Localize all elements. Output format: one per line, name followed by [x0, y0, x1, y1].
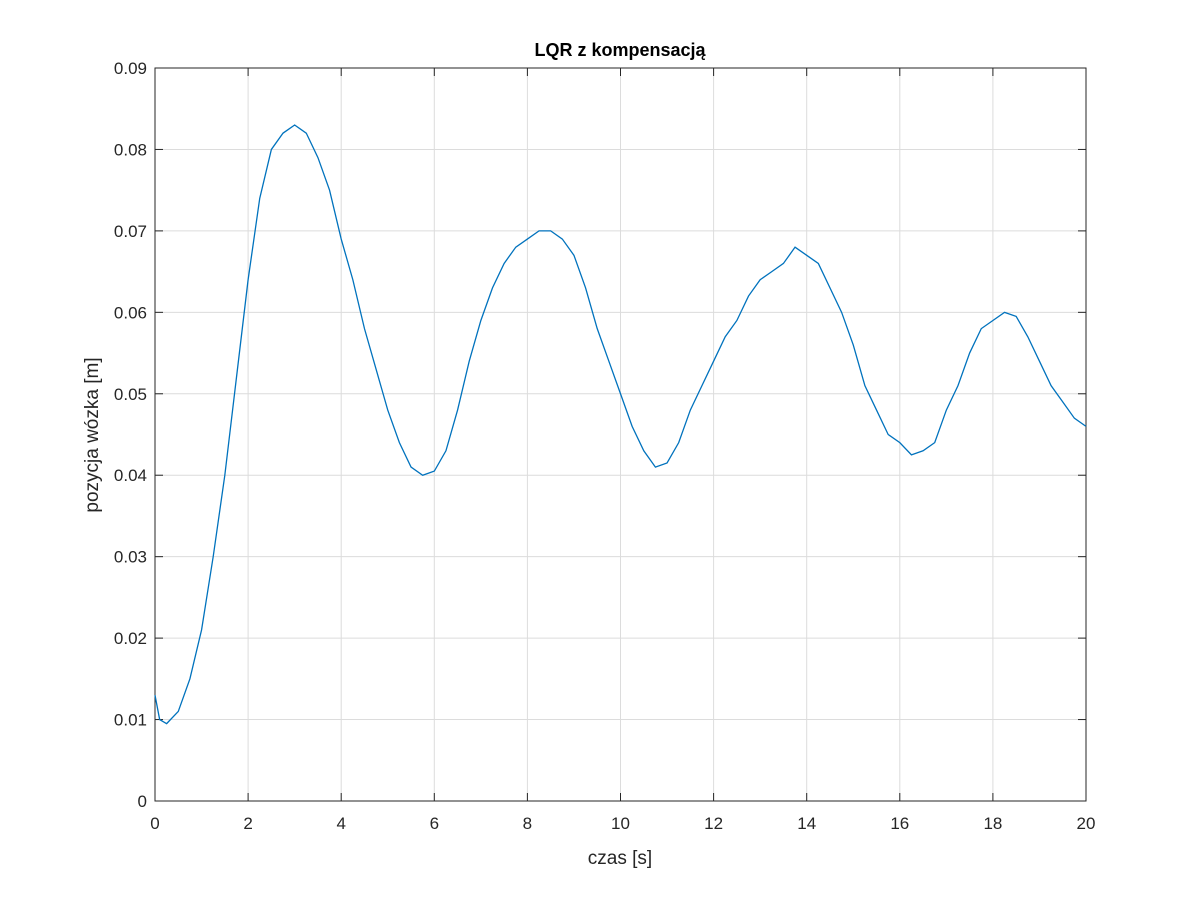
- y-tick-label: 0: [138, 792, 147, 811]
- x-tick-label: 16: [890, 814, 909, 833]
- y-tick-label: 0.09: [114, 59, 147, 78]
- y-tick-label: 0.05: [114, 385, 147, 404]
- x-tick-label: 4: [336, 814, 345, 833]
- x-tick-label: 14: [797, 814, 816, 833]
- x-tick-label: 2: [243, 814, 252, 833]
- x-tick-label: 20: [1077, 814, 1096, 833]
- y-tick-label: 0.03: [114, 548, 147, 567]
- x-tick-label: 8: [523, 814, 532, 833]
- chart-title: LQR z kompensacją: [534, 40, 706, 60]
- x-tick-label: 0: [150, 814, 159, 833]
- x-tick-label: 10: [611, 814, 630, 833]
- x-tick-label: 18: [983, 814, 1002, 833]
- y-tick-label: 0.06: [114, 303, 147, 322]
- y-tick-label: 0.08: [114, 140, 147, 159]
- x-axis-label: czas [s]: [588, 848, 652, 869]
- y-axis-label: pozycja wózka [m]: [82, 357, 103, 512]
- x-tick-label: 12: [704, 814, 723, 833]
- data-line: [154, 124, 1087, 725]
- y-tick-label: 0.01: [114, 711, 147, 730]
- axes-box: [154, 67, 1087, 802]
- y-tick-label: 0.04: [114, 466, 147, 485]
- x-tick-label: 6: [430, 814, 439, 833]
- y-tick-label: 0.07: [114, 222, 147, 241]
- y-tick-label: 0.02: [114, 629, 147, 648]
